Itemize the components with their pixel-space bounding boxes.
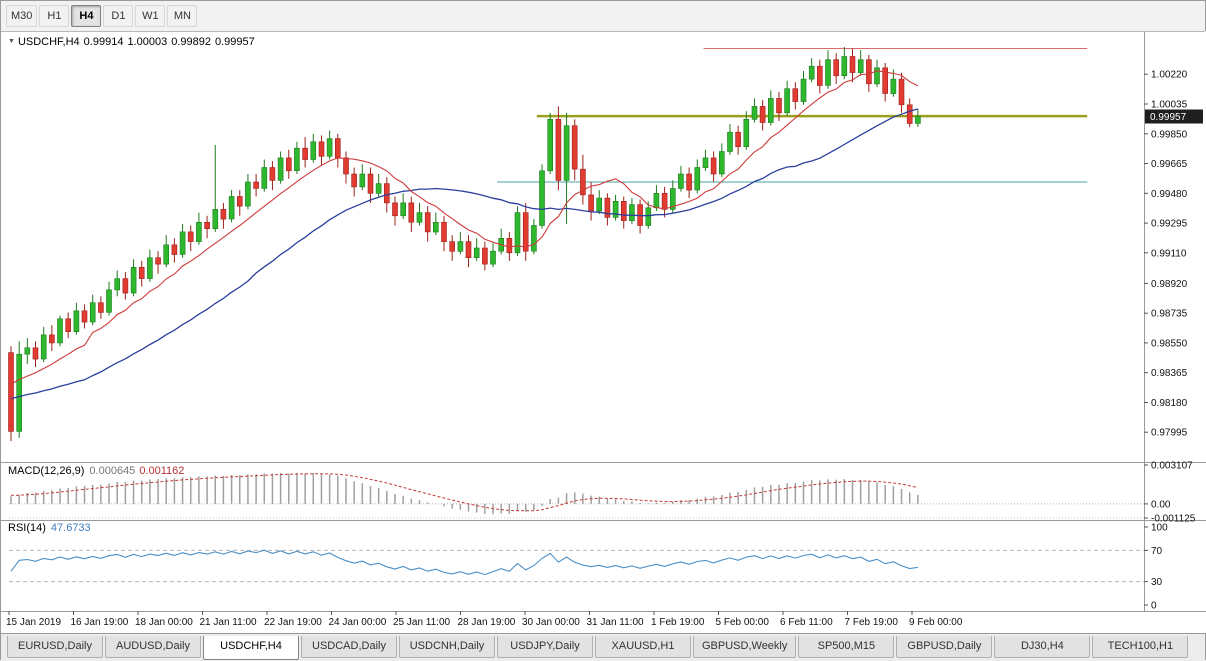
hline-objects-layer[interactable]: [497, 48, 1088, 183]
ohlc-close: 0.99957: [214, 36, 255, 48]
svg-text:28 Jan 19:00: 28 Jan 19:00: [458, 617, 516, 628]
svg-text:0: 0: [1151, 601, 1157, 612]
svg-text:-0.001125: -0.001125: [1151, 514, 1196, 525]
symbol-tab-usdjpy[interactable]: USDJPY,Daily: [497, 636, 593, 658]
svg-text:0.98920: 0.98920: [1151, 279, 1188, 290]
svg-text:1.00220: 1.00220: [1151, 70, 1188, 81]
ohlc-low: 0.99892: [171, 36, 211, 48]
rsi-axis[interactable]: 100 70 30 0: [1144, 523, 1168, 612]
svg-text:21 Jan 11:00: 21 Jan 11:00: [200, 617, 258, 628]
svg-text:24 Jan 00:00: 24 Jan 00:00: [329, 617, 387, 628]
svg-text:0.003107: 0.003107: [1151, 461, 1193, 472]
macd-name: MACD(12,26,9): [8, 465, 85, 477]
svg-text:0.99850: 0.99850: [1151, 129, 1188, 140]
symbol-tab-sp500[interactable]: SP500,M15: [798, 636, 895, 658]
svg-text:25 Jan 11:00: 25 Jan 11:00: [393, 617, 451, 628]
ma-fast-line: [10, 70, 919, 385]
svg-text:15 Jan 2019: 15 Jan 2019: [6, 617, 61, 628]
svg-text:0.99295: 0.99295: [1151, 219, 1188, 230]
timeframe-toolbar: M30 H1 H4 D1 W1 MN: [1, 1, 1205, 32]
svg-text:16 Jan 19:00: 16 Jan 19:00: [71, 617, 129, 628]
macd-histogram: [10, 472, 919, 515]
svg-text:70: 70: [1151, 546, 1163, 557]
svg-text:7 Feb 19:00: 7 Feb 19:00: [845, 617, 899, 628]
svg-text:6 Feb 11:00: 6 Feb 11:00: [780, 617, 833, 628]
macd-signal-line: [10, 473, 919, 512]
symbol-tab-tech100[interactable]: TECH100,H1: [1092, 636, 1189, 658]
current-price-badge: 0.99957: [1145, 109, 1203, 124]
chart-title: ▼ USDCHF,H4 0.99914 1.00003 0.99892 0.99957: [8, 36, 255, 48]
price-chart-canvas[interactable]: 1.00220 1.00035 0.99850 0.99665 0.99480 0.992…: [1, 1, 1206, 633]
svg-text:0.98365: 0.98365: [1151, 368, 1188, 379]
chart-background: [1, 31, 1206, 633]
price-axis[interactable]: 1.00220 1.00035 0.99850 0.99665 0.99480 0.992…: [1144, 70, 1188, 439]
ohlc-open: 0.99914: [83, 36, 124, 48]
svg-text:31 Jan 11:00: 31 Jan 11:00: [587, 617, 645, 628]
timeframe-button-h1[interactable]: H1: [39, 5, 70, 27]
svg-text:0.00: 0.00: [1151, 499, 1171, 510]
macd-signal-value: 0.001162: [139, 465, 185, 477]
svg-text:0.97995: 0.97995: [1151, 428, 1188, 439]
ohlc-high: 1.00003: [127, 36, 168, 48]
time-axis[interactable]: 15 Jan 2019 16 Jan 19:00 18 Jan 00:00 21 Ja…: [6, 611, 963, 628]
timeframe-button-d1[interactable]: D1: [103, 5, 134, 27]
svg-text:1.00035: 1.00035: [1151, 100, 1188, 111]
macd-indicator-label: MACD(12,26,9) 0.000645 0.001162: [8, 465, 184, 477]
symbol-tab-usdchf[interactable]: USDCHF,H4: [203, 636, 299, 660]
svg-text:30: 30: [1151, 577, 1163, 588]
svg-text:1 Feb 19:00: 1 Feb 19:00: [651, 617, 705, 628]
timeframe-button-mn[interactable]: MN: [167, 5, 198, 27]
symbol-tab-dj30[interactable]: DJ30,H4: [994, 636, 1091, 658]
timeframe-button-h4[interactable]: H4: [71, 5, 102, 27]
macd-main-value: 0.000645: [89, 465, 136, 477]
macd-axis[interactable]: 0.003107 0.00 -0.001125: [1144, 461, 1196, 525]
chart-symbol-period: USDCHF,H4: [17, 36, 80, 48]
svg-text:0.99480: 0.99480: [1151, 189, 1188, 200]
svg-text:5 Feb 00:00: 5 Feb 00:00: [716, 617, 770, 628]
symbol-tab-audusd[interactable]: AUDUSD,Daily: [105, 636, 201, 658]
svg-text:0.98550: 0.98550: [1151, 338, 1188, 349]
rsi-indicator-label: RSI(14) 47.6733: [8, 522, 91, 534]
svg-text:22 Jan 19:00: 22 Jan 19:00: [264, 617, 322, 628]
svg-text:0.98180: 0.98180: [1151, 398, 1188, 409]
rsi-line: [10, 549, 918, 576]
timeframe-button-w1[interactable]: W1: [135, 5, 166, 27]
svg-text:30 Jan 00:00: 30 Jan 00:00: [522, 617, 580, 628]
timeframe-button-m30[interactable]: M30: [6, 5, 38, 27]
svg-text:100: 100: [1151, 523, 1168, 534]
symbol-tab-bar: EURUSD,Daily AUDUSD,Daily USDCHF,H4 USDCAD,…: [1, 633, 1205, 661]
svg-text:0.99957: 0.99957: [1150, 112, 1187, 123]
symbol-tab-usdcnh[interactable]: USDCNH,Daily: [399, 636, 495, 658]
symbol-tab-gbpusd[interactable]: GBPUSD,Weekly: [693, 636, 797, 658]
symbol-tab-usdcad[interactable]: USDCAD,Daily: [301, 636, 397, 658]
rsi-value: 47.6733: [50, 522, 91, 534]
candles-layer: [8, 46, 921, 442]
chart-shift-icon: ▼: [8, 38, 15, 45]
svg-text:0.99665: 0.99665: [1151, 159, 1188, 170]
symbol-tab-xauusd[interactable]: XAUUSD,H1: [595, 636, 691, 658]
svg-text:0.99110: 0.99110: [1151, 248, 1187, 259]
rsi-name: RSI(14): [8, 522, 46, 534]
symbol-tab-gbpusd[interactable]: GBPUSD,Daily: [896, 636, 993, 658]
ma-slow-line: [10, 108, 919, 400]
symbol-tab-eurusd[interactable]: EURUSD,Daily: [7, 636, 103, 658]
svg-text:18 Jan 00:00: 18 Jan 00:00: [135, 617, 193, 628]
svg-text:9 Feb 00:00: 9 Feb 00:00: [909, 617, 963, 628]
svg-text:0.98735: 0.98735: [1151, 309, 1188, 320]
chart-area: 1.00220 1.00035 0.99850 0.99665 0.99480 0.992…: [1, 1, 1206, 633]
